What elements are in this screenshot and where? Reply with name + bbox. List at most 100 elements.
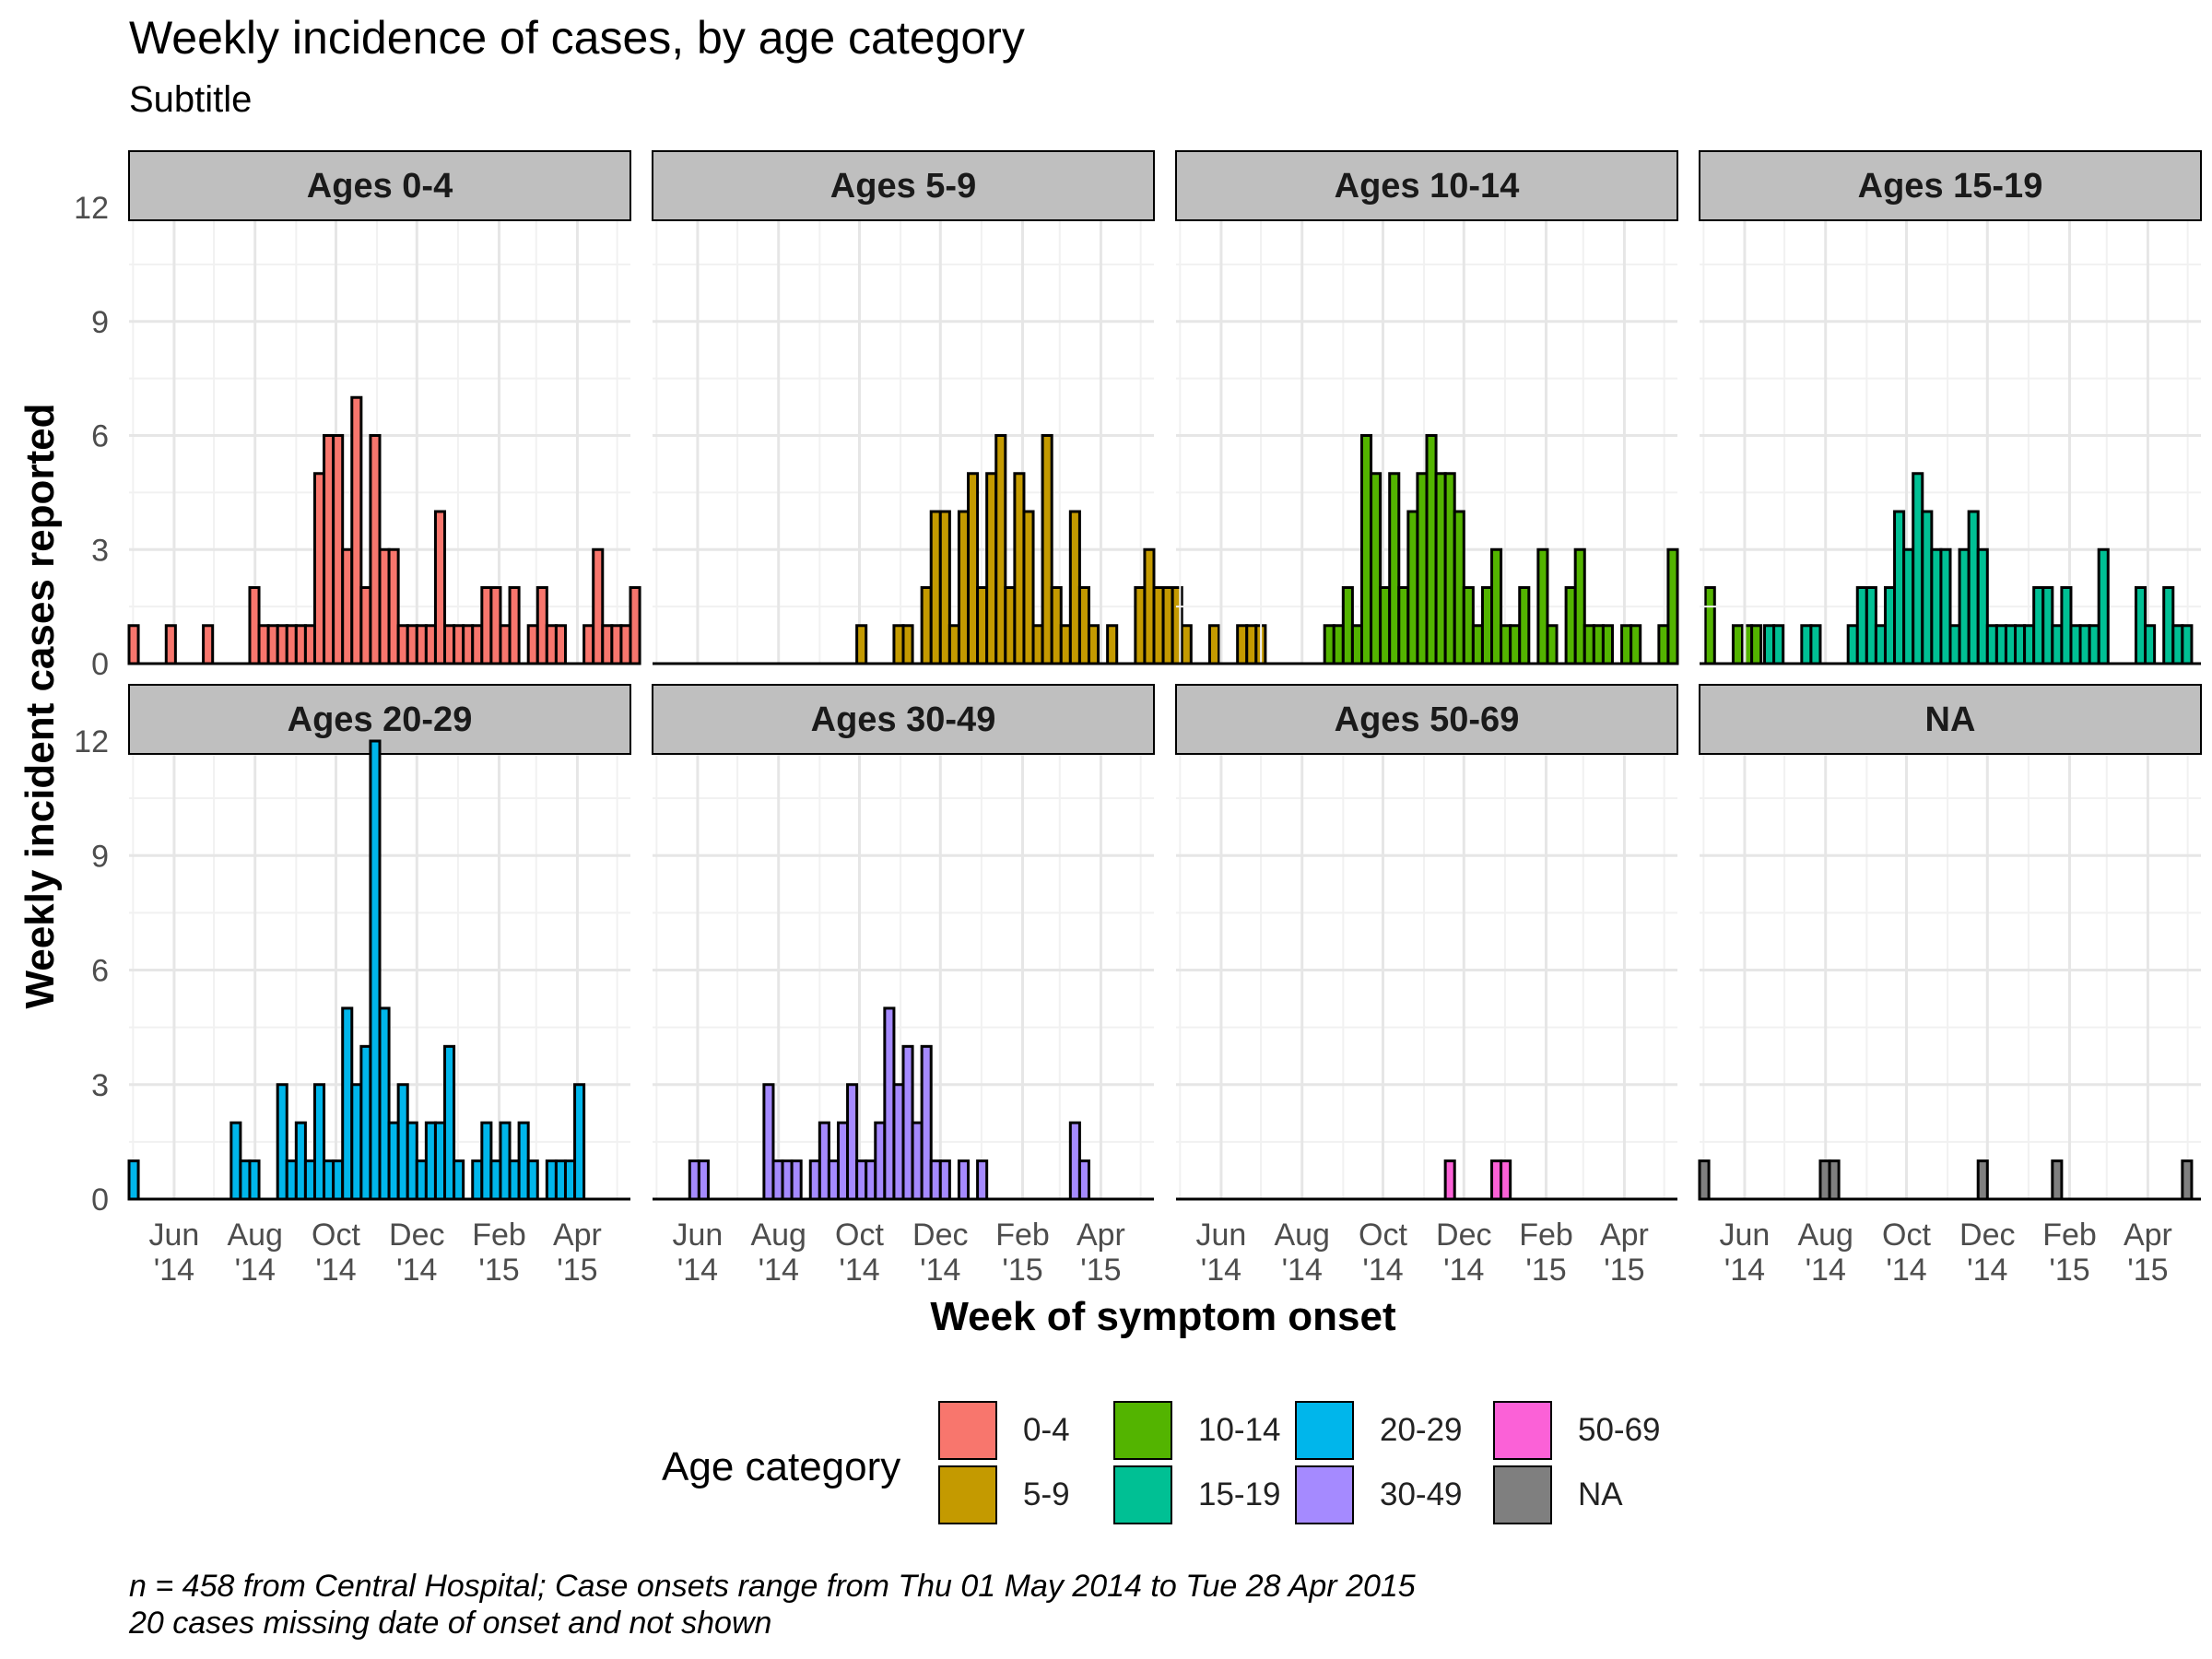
bar <box>1703 586 1716 665</box>
bar <box>526 624 539 665</box>
bar <box>1416 472 1429 665</box>
facet-strip <box>1175 684 1678 755</box>
bar <box>2069 624 2082 665</box>
x-tick-label: '14 <box>759 1253 799 1288</box>
bar <box>1592 624 1605 665</box>
bar <box>1657 624 1670 665</box>
bar <box>957 1159 971 1201</box>
bar <box>369 739 382 1201</box>
x-tick-label: Feb <box>1519 1218 1573 1253</box>
bar <box>1332 624 1345 665</box>
bar <box>359 1044 372 1201</box>
bar <box>892 624 905 665</box>
bar <box>248 1159 261 1201</box>
bar <box>1068 510 1081 665</box>
bar <box>573 1083 586 1201</box>
facet-strip-label: Ages 20-29 <box>288 700 473 739</box>
bar <box>248 586 261 665</box>
bar <box>1207 624 1221 665</box>
bar <box>781 1159 794 1201</box>
legend-label: 10-14 <box>1198 1412 1281 1448</box>
bar <box>1601 624 1614 665</box>
bar <box>2032 586 2045 665</box>
bar <box>1341 586 1354 665</box>
bar <box>1500 1159 1512 1201</box>
bar <box>1855 586 1868 665</box>
x-tick-label: Aug <box>1797 1218 1853 1253</box>
bar <box>920 586 933 665</box>
bar <box>387 547 400 665</box>
bar <box>2023 624 2036 665</box>
x-tick-label: '15 <box>557 1253 597 1288</box>
y-tick-label: 6 <box>91 954 109 989</box>
x-axis-title: Week of symptom onset <box>930 1294 1396 1339</box>
bar <box>1902 547 1915 665</box>
x-tick-label: Apr <box>1077 1218 1125 1253</box>
bar <box>1772 624 1785 665</box>
bar <box>1004 586 1017 665</box>
bar <box>629 586 641 665</box>
facet-strip-label: Ages 10-14 <box>1335 167 1520 206</box>
bar <box>1443 1159 1456 1201</box>
bar <box>827 1159 840 1201</box>
bar <box>341 547 354 665</box>
bar <box>499 624 512 665</box>
bar <box>938 1159 951 1201</box>
bar <box>1031 624 1044 665</box>
legend-label: 15-19 <box>1198 1477 1281 1512</box>
bar <box>545 624 558 665</box>
bar <box>127 1159 140 1201</box>
x-tick-label: '14 <box>839 1253 879 1288</box>
legend-swatch <box>1113 1465 1172 1524</box>
bar <box>846 1083 859 1201</box>
bar <box>2014 624 2027 665</box>
bar <box>2134 586 2147 665</box>
bar <box>1397 586 1410 665</box>
bar <box>1480 586 1494 665</box>
bar <box>266 624 279 665</box>
bar <box>1564 586 1577 665</box>
bar <box>1471 624 1484 665</box>
bar <box>855 1159 868 1201</box>
bar <box>818 1121 830 1201</box>
x-tick-label: Oct <box>1882 1218 1931 1253</box>
bar <box>610 624 623 665</box>
bar <box>202 624 215 665</box>
bar <box>1077 1159 1090 1201</box>
bar <box>554 1159 567 1201</box>
bar <box>489 1159 502 1201</box>
x-tick-label: Feb <box>995 1218 1050 1253</box>
bar <box>499 1121 512 1201</box>
bar <box>1518 586 1531 665</box>
y-tick-label: 0 <box>91 647 109 682</box>
bar <box>1828 1159 1841 1201</box>
bar <box>369 434 382 665</box>
bar <box>2078 624 2091 665</box>
bar <box>433 510 447 665</box>
bar <box>406 1121 418 1201</box>
bar <box>1546 624 1559 665</box>
bar <box>883 1006 896 1201</box>
x-tick-label: Dec <box>1436 1218 1491 1253</box>
bar <box>929 1159 942 1201</box>
bar <box>1077 586 1090 665</box>
bar <box>443 1044 456 1201</box>
x-tick-label: '15 <box>1080 1253 1121 1288</box>
legend-label: 20-29 <box>1380 1412 1463 1448</box>
bar <box>1750 624 1763 665</box>
bar <box>1874 624 1887 665</box>
bar <box>229 1121 242 1201</box>
caption-line-2: 20 cases missing date of onset and not s… <box>129 1606 772 1641</box>
bar <box>688 1159 700 1201</box>
bar <box>1068 1121 1081 1201</box>
chart-title: Weekly incidence of cases, by age catego… <box>129 12 1025 64</box>
bar <box>433 1121 447 1201</box>
bar <box>1865 586 1877 665</box>
x-tick-label: '14 <box>235 1253 276 1288</box>
x-tick-label: Oct <box>312 1218 360 1253</box>
bar <box>1236 624 1249 665</box>
bar <box>1930 547 1943 665</box>
bar <box>1443 472 1456 665</box>
x-tick-label: '15 <box>1525 1253 1566 1288</box>
legend-swatch <box>938 1465 997 1524</box>
